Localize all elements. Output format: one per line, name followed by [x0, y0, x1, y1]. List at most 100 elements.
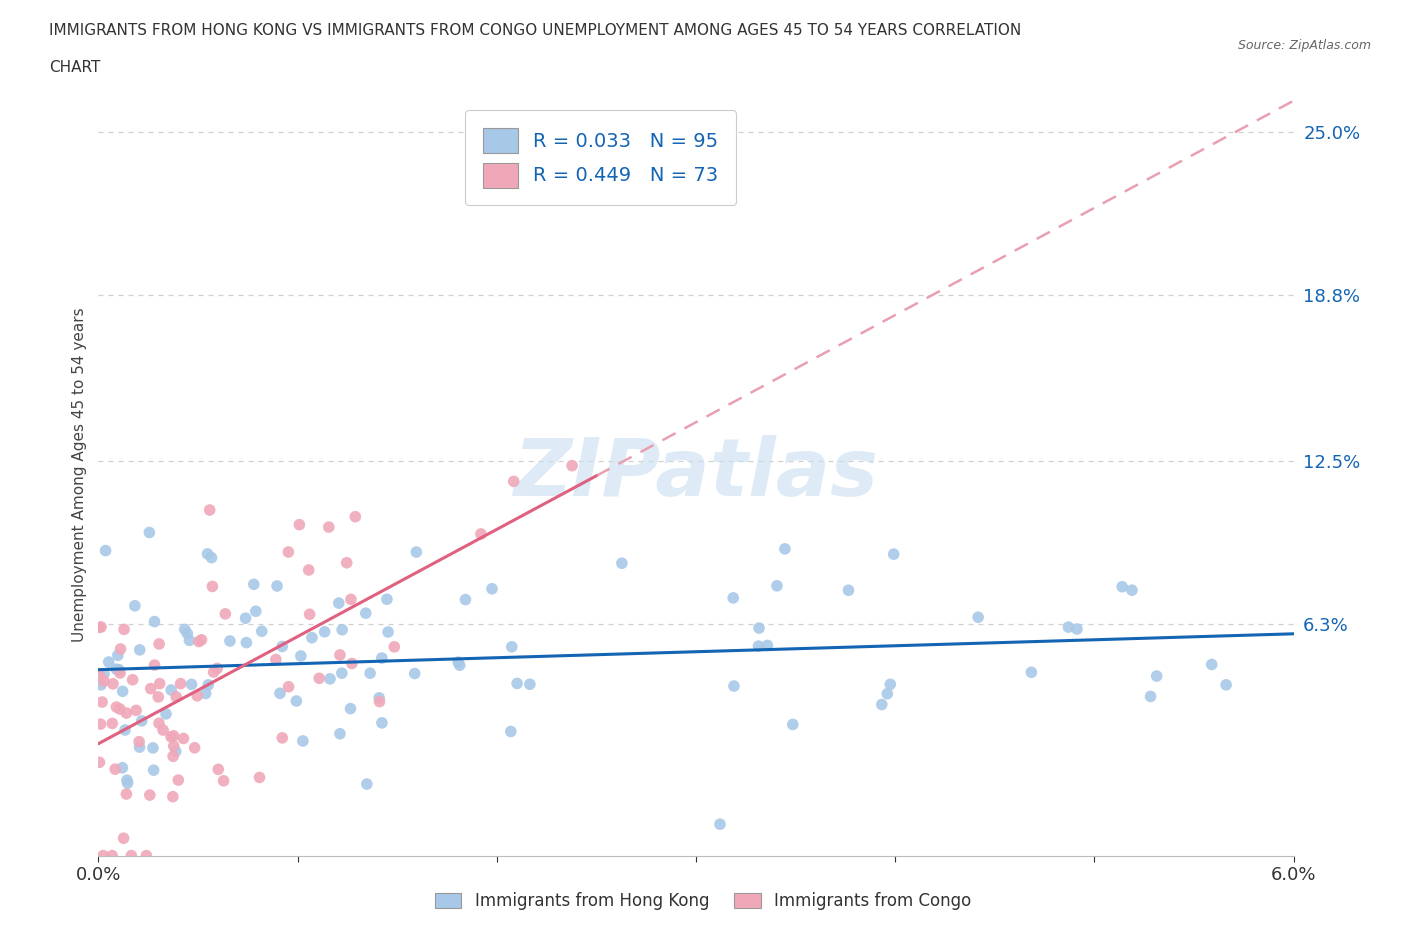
Point	[837, 583, 859, 598]
Point	[115, 706, 138, 721]
Point	[115, 773, 138, 788]
Text: CHART: CHART	[49, 60, 101, 75]
Legend: Immigrants from Hong Kong, Immigrants from Congo: Immigrants from Hong Kong, Immigrants fr…	[427, 885, 979, 917]
Point	[308, 671, 330, 685]
Point	[235, 611, 257, 626]
Point	[112, 830, 135, 845]
Point	[1057, 619, 1080, 634]
Point	[747, 639, 769, 654]
Point	[290, 648, 312, 663]
Point	[501, 639, 523, 654]
Point	[449, 658, 471, 672]
Point	[271, 730, 294, 745]
Point	[967, 610, 990, 625]
Point	[264, 652, 287, 667]
Point	[298, 563, 321, 578]
Point	[883, 547, 905, 562]
Point	[382, 640, 405, 655]
Point	[1201, 658, 1223, 672]
Point	[187, 634, 209, 649]
Point	[561, 458, 583, 473]
Point	[107, 648, 129, 663]
Point	[329, 726, 352, 741]
Point	[249, 770, 271, 785]
Point	[125, 703, 148, 718]
Point	[319, 671, 342, 686]
Point	[112, 622, 135, 637]
Point	[173, 622, 195, 637]
Point	[194, 686, 217, 701]
Point	[212, 774, 235, 789]
Point	[329, 647, 352, 662]
Point	[368, 694, 391, 709]
Point	[180, 677, 202, 692]
Point	[301, 631, 323, 645]
Point	[172, 731, 194, 746]
Point	[111, 684, 134, 698]
Point	[288, 517, 311, 532]
Point	[773, 541, 796, 556]
Point	[748, 620, 770, 635]
Point	[291, 734, 314, 749]
Point	[356, 777, 378, 791]
Point	[344, 510, 367, 525]
Point	[183, 740, 205, 755]
Point	[371, 651, 394, 666]
Point	[138, 525, 160, 540]
Point	[870, 698, 893, 712]
Point	[110, 642, 132, 657]
Point	[101, 716, 124, 731]
Point	[200, 551, 222, 565]
Point	[481, 581, 503, 596]
Point	[142, 740, 165, 755]
Point	[197, 677, 219, 692]
Point	[89, 717, 111, 732]
Point	[87, 620, 110, 635]
Point	[135, 848, 157, 863]
Point	[128, 734, 150, 749]
Point	[766, 578, 789, 593]
Point	[214, 606, 236, 621]
Point	[107, 662, 129, 677]
Point	[340, 591, 363, 606]
Point	[163, 738, 186, 753]
Point	[162, 749, 184, 764]
Point	[90, 677, 112, 692]
Point	[201, 579, 224, 594]
Point	[107, 662, 129, 677]
Point	[285, 694, 308, 709]
Point	[91, 695, 114, 710]
Point	[89, 755, 111, 770]
Point	[148, 716, 170, 731]
Point	[152, 723, 174, 737]
Point	[318, 520, 340, 535]
Point	[89, 668, 111, 683]
Point	[101, 676, 124, 691]
Point	[375, 591, 398, 606]
Point	[207, 762, 229, 777]
Point	[277, 545, 299, 560]
Point	[97, 655, 120, 670]
Point	[131, 713, 153, 728]
Point	[447, 655, 470, 670]
Point	[709, 817, 731, 831]
Point	[162, 728, 184, 743]
Point	[198, 502, 221, 517]
Point	[117, 776, 139, 790]
Point	[207, 661, 229, 676]
Point	[143, 658, 166, 672]
Point	[108, 701, 131, 716]
Point	[782, 717, 804, 732]
Point	[377, 625, 399, 640]
Point	[1111, 579, 1133, 594]
Point	[359, 666, 381, 681]
Text: IMMIGRANTS FROM HONG KONG VS IMMIGRANTS FROM CONGO UNEMPLOYMENT AMONG AGES 45 TO: IMMIGRANTS FROM HONG KONG VS IMMIGRANTS …	[49, 23, 1022, 38]
Text: Source: ZipAtlas.com: Source: ZipAtlas.com	[1237, 39, 1371, 52]
Point	[160, 729, 183, 744]
Point	[179, 633, 201, 648]
Point	[723, 679, 745, 694]
Point	[876, 686, 898, 701]
Point	[502, 474, 524, 489]
Point	[354, 605, 377, 620]
Point	[169, 676, 191, 691]
